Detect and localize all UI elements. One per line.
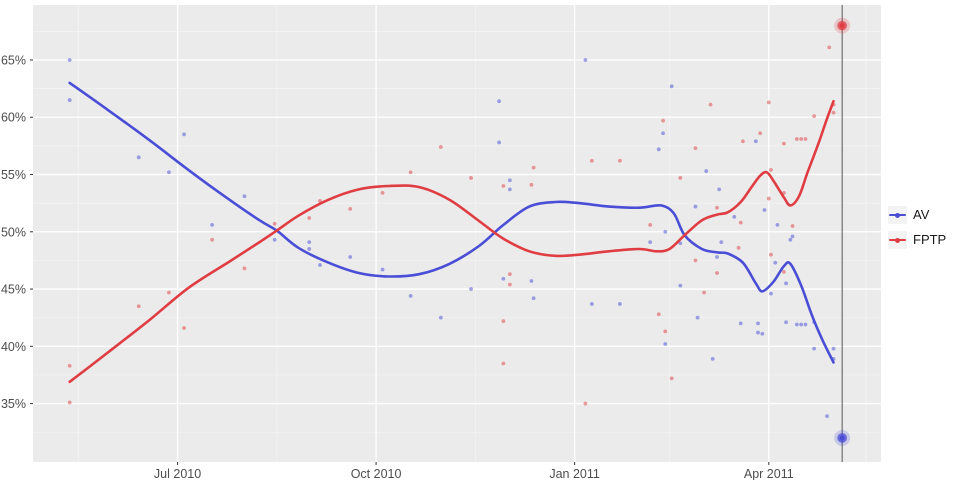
y-tick-label: 60% <box>1 111 26 125</box>
legend-label-av: AV <box>913 207 930 222</box>
x-tick-label: Jul 2010 <box>154 467 201 480</box>
smooth-line-fptp <box>68 99 835 384</box>
y-tick-label: 55% <box>1 168 26 182</box>
panel-background <box>33 5 881 462</box>
result-point-av <box>834 429 851 446</box>
legend: AV FPTP <box>888 206 946 249</box>
y-tick-label: 50% <box>1 225 26 239</box>
result-point-fptp <box>834 17 851 34</box>
axes: 35% 40% 45% 50% 55% 60% 65% Jul 2010 Oct 2010 Jan… <box>1 53 794 480</box>
y-tick-label: 45% <box>1 283 26 297</box>
grid-major <box>33 5 881 462</box>
y-tick-label: 35% <box>1 397 26 411</box>
legend-item-fptp: FPTP <box>888 231 946 249</box>
x-tick-label: Oct 2010 <box>351 467 402 480</box>
legend-key-fptp-line-icon <box>888 231 907 249</box>
scatter-points-fptp <box>67 45 836 406</box>
scatter-points-av <box>67 58 836 419</box>
smooth-line-av <box>68 81 835 364</box>
x-tick-label: Jan 2011 <box>549 467 600 480</box>
legend-label-fptp: FPTP <box>913 232 947 247</box>
legend-key-av-line-icon <box>888 206 907 224</box>
x-tick-label: Apr 2011 <box>744 467 794 480</box>
y-tick-label: 65% <box>1 53 26 67</box>
y-tick-label: 40% <box>1 340 26 354</box>
legend-item-av: AV <box>888 206 946 224</box>
